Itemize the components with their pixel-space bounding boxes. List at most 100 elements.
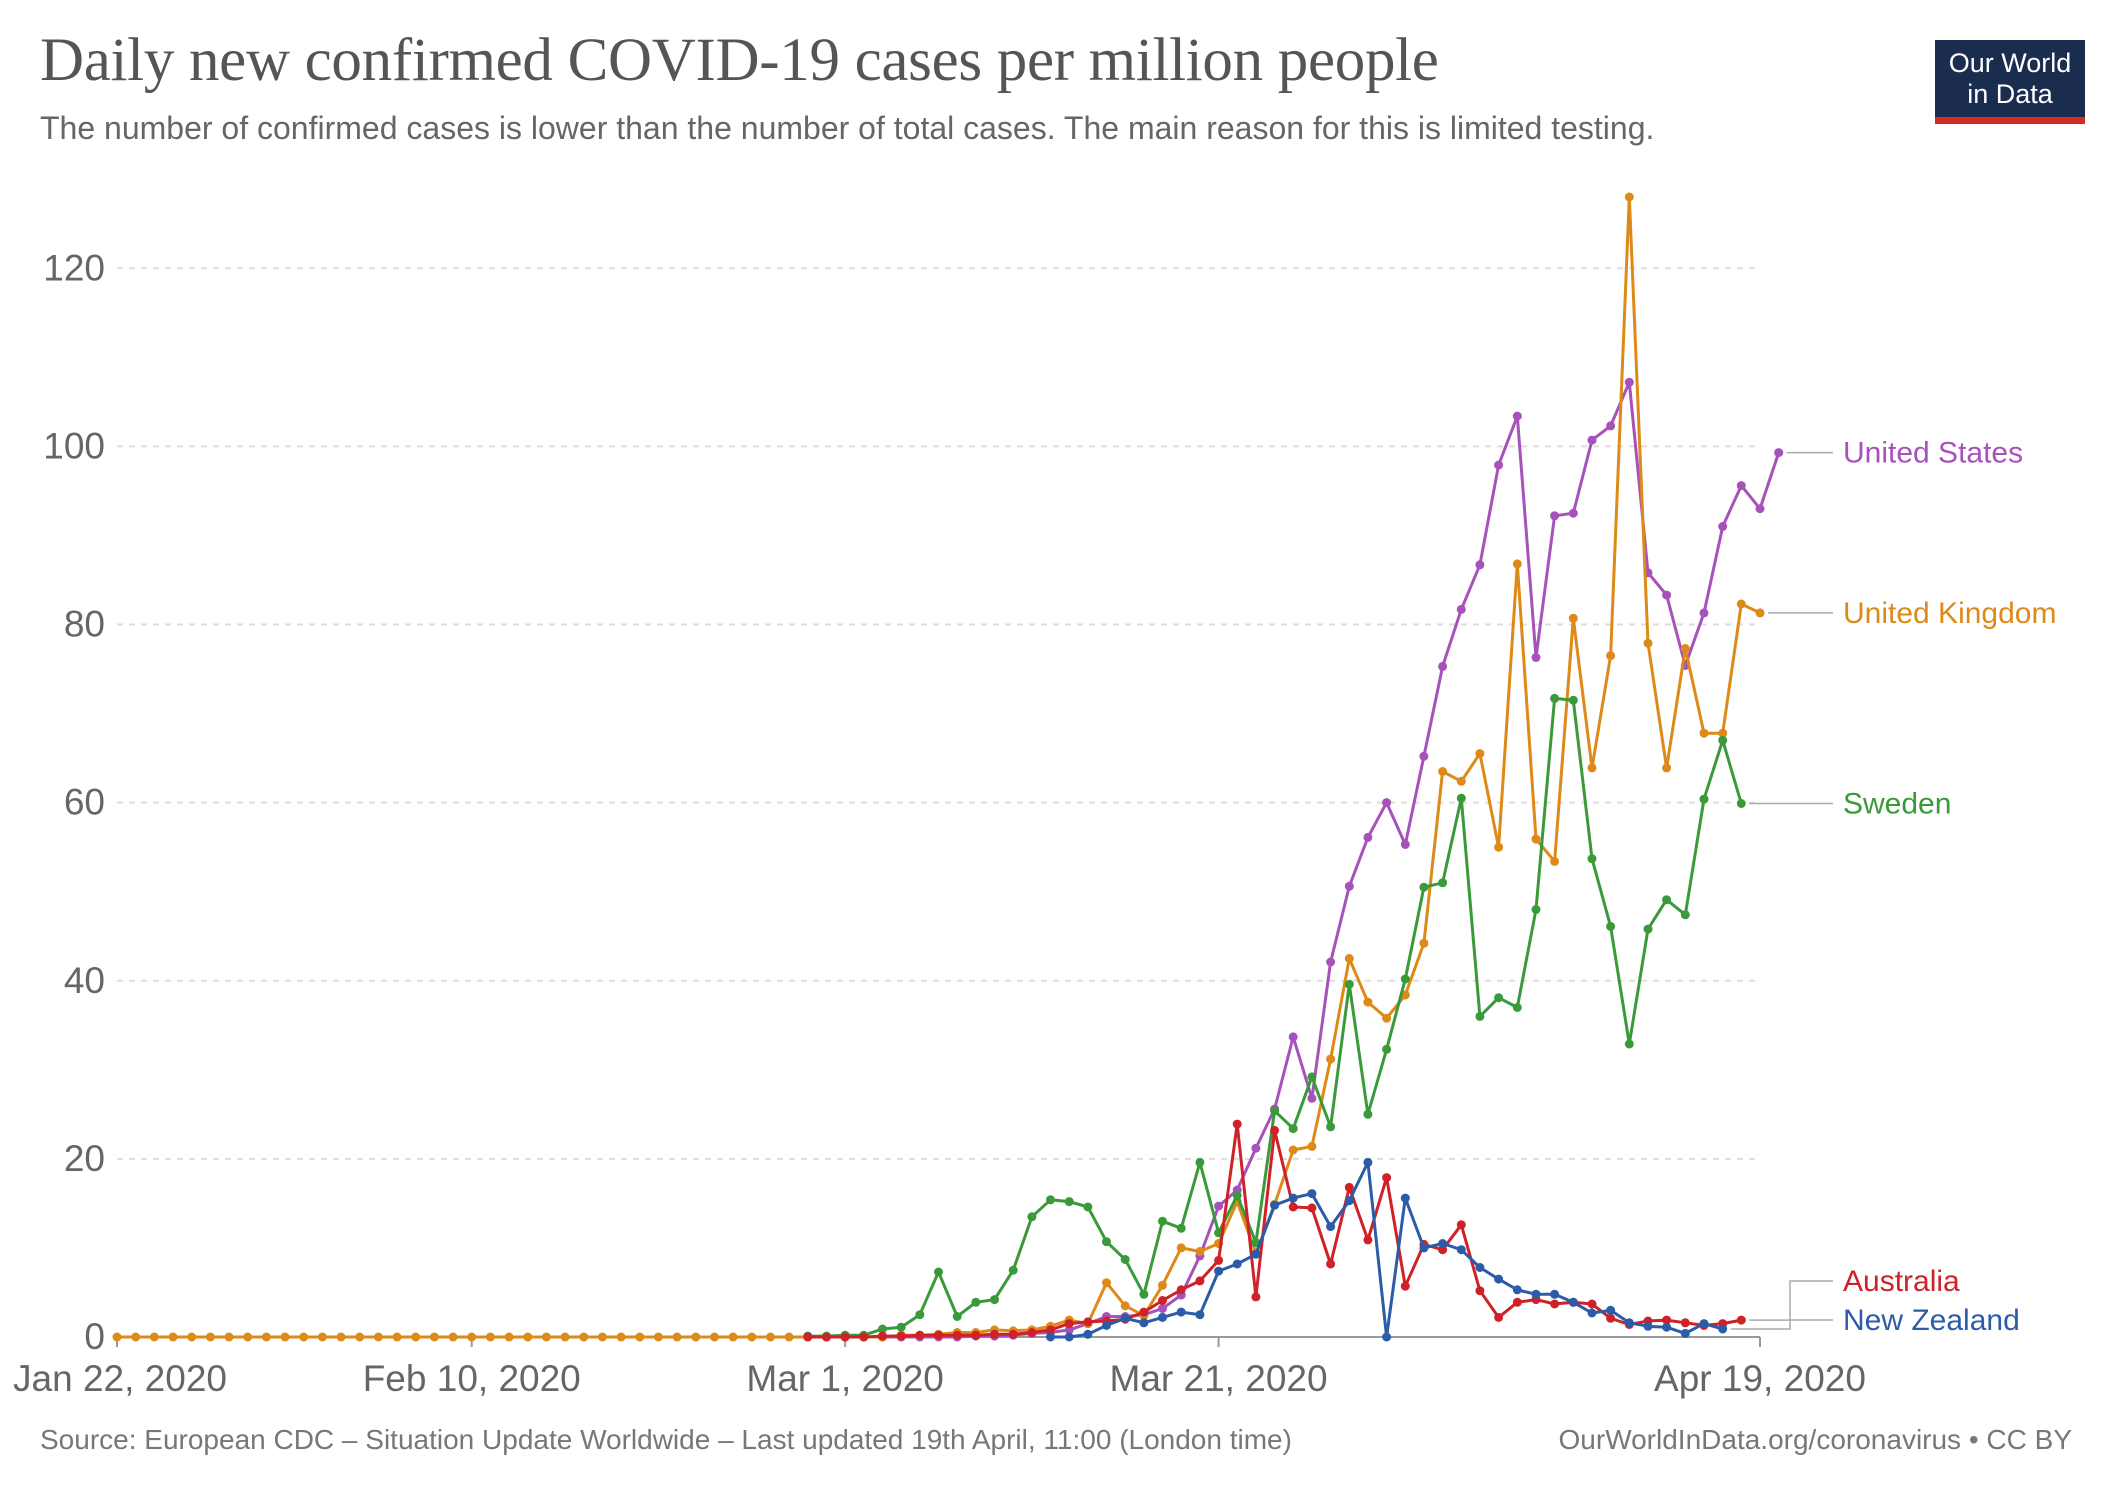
chart-title: Daily new confirmed COVID-19 cases per m… <box>40 27 1439 94</box>
data-point-sweden <box>1064 1197 1074 1207</box>
data-point-sweden <box>1606 921 1616 931</box>
data-point-australia <box>1251 1292 1261 1302</box>
data-point-sweden <box>1083 1202 1093 1212</box>
data-point-new-zealand <box>1288 1193 1298 1203</box>
data-point-united-states <box>1718 522 1728 531</box>
data-point-australia <box>1232 1119 1242 1129</box>
our-world-in-data-logo[interactable]: Our World in Data <box>1935 40 2085 124</box>
data-point-united-kingdom <box>205 1332 215 1342</box>
data-point-united-states <box>1307 1093 1317 1103</box>
data-point-united-states <box>1494 460 1504 470</box>
data-point-sweden <box>1232 1190 1242 1200</box>
data-point-australia <box>1139 1307 1149 1317</box>
data-point-united-kingdom <box>429 1332 439 1342</box>
data-point-australia <box>934 1330 943 1340</box>
data-point-united-kingdom <box>448 1332 458 1342</box>
data-point-united-states <box>1568 508 1578 518</box>
data-point-united-kingdom <box>1587 763 1597 773</box>
data-point-australia <box>971 1330 981 1340</box>
data-point-united-kingdom <box>1475 749 1485 759</box>
data-point-united-kingdom <box>1680 644 1690 653</box>
data-point-australia <box>1475 1286 1485 1296</box>
data-point-sweden <box>878 1324 887 1334</box>
data-point-united-states <box>1624 377 1634 387</box>
data-point-australia <box>822 1332 831 1342</box>
data-point-new-zealand <box>1195 1310 1205 1320</box>
legend-label-australia[interactable]: Australia <box>1843 1265 1960 1298</box>
data-point-australia <box>1288 1202 1298 1212</box>
data-point-new-zealand <box>1475 1263 1485 1272</box>
data-point-united-kingdom <box>1176 1243 1186 1253</box>
data-point-united-kingdom <box>1382 1013 1392 1023</box>
data-point-sweden <box>1176 1223 1186 1233</box>
data-point-united-kingdom <box>131 1332 141 1342</box>
data-point-australia <box>1382 1173 1392 1183</box>
data-point-australia <box>1046 1325 1055 1335</box>
x-tick-label: Mar 1, 2020 <box>746 1358 943 1399</box>
data-point-australia <box>1195 1276 1205 1286</box>
data-point-united-states <box>1158 1304 1167 1313</box>
data-point-new-zealand <box>1232 1259 1242 1269</box>
data-point-sweden <box>1643 924 1653 934</box>
data-point-united-kingdom <box>224 1332 234 1342</box>
data-point-united-states <box>1531 653 1541 662</box>
data-point-united-states <box>1456 604 1466 614</box>
logo-line-1: Our World <box>1948 48 2072 78</box>
data-point-united-kingdom <box>653 1332 663 1342</box>
license-link[interactable]: OurWorldInData.org/coronavirus • CC BY <box>1558 1424 2072 1455</box>
data-point-united-kingdom <box>373 1332 383 1342</box>
data-point-australia <box>1158 1296 1167 1305</box>
data-point-united-kingdom <box>1363 997 1373 1007</box>
data-point-united-kingdom <box>616 1332 626 1342</box>
data-point-sweden <box>896 1322 906 1332</box>
data-point-sweden <box>1270 1106 1280 1116</box>
data-point-united-kingdom <box>299 1332 309 1342</box>
legend-label-united-kingdom[interactable]: United Kingdom <box>1843 597 2056 630</box>
data-point-new-zealand <box>1587 1308 1597 1318</box>
legend-label-sweden[interactable]: Sweden <box>1843 788 1951 821</box>
data-point-australia <box>859 1332 869 1342</box>
data-point-new-zealand <box>1400 1193 1410 1203</box>
data-point-united-kingdom <box>1718 728 1728 738</box>
data-point-united-states <box>1550 511 1560 521</box>
legend-label-united-states[interactable]: United States <box>1843 437 2023 470</box>
logo-line-2: in Data <box>1967 79 2053 109</box>
data-point-united-kingdom <box>710 1332 719 1342</box>
data-point-australia <box>840 1332 850 1342</box>
legend-connector <box>1749 1280 1833 1321</box>
y-tick-label: 100 <box>43 425 105 466</box>
data-point-united-states <box>1475 560 1485 570</box>
data-point-united-kingdom <box>261 1332 271 1342</box>
y-tick-label: 0 <box>84 1316 105 1357</box>
data-point-new-zealand <box>1158 1312 1167 1322</box>
data-point-australia <box>1027 1328 1037 1337</box>
data-point-united-kingdom <box>523 1332 533 1342</box>
x-tick-label: Feb 10, 2020 <box>363 1358 581 1399</box>
data-point-australia <box>1064 1319 1074 1329</box>
data-point-sweden <box>934 1267 943 1277</box>
data-point-sweden <box>1624 1039 1634 1049</box>
data-point-sweden <box>1382 1044 1392 1054</box>
data-point-australia <box>896 1331 906 1341</box>
data-point-united-kingdom <box>784 1332 794 1342</box>
y-tick-label: 60 <box>64 782 105 823</box>
data-point-new-zealand <box>1176 1307 1186 1317</box>
data-point-new-zealand <box>1699 1319 1709 1329</box>
legend-label-new-zealand[interactable]: New Zealand <box>1843 1304 2020 1337</box>
data-point-new-zealand <box>1531 1289 1541 1299</box>
data-point-united-kingdom <box>1531 834 1541 844</box>
data-point-united-kingdom <box>1307 1141 1317 1151</box>
data-point-australia <box>803 1332 813 1342</box>
data-point-united-kingdom <box>280 1332 290 1342</box>
data-point-new-zealand <box>1214 1266 1224 1276</box>
data-point-sweden <box>1568 695 1578 705</box>
data-point-sweden <box>915 1310 925 1320</box>
data-point-united-kingdom <box>392 1332 402 1342</box>
data-point-united-kingdom <box>187 1332 197 1342</box>
data-point-united-kingdom <box>504 1332 514 1342</box>
data-point-united-kingdom <box>635 1332 645 1342</box>
y-tick-label: 80 <box>64 604 105 645</box>
data-point-sweden <box>1139 1289 1149 1299</box>
source-note: Source: European CDC – Situation Update … <box>40 1424 1292 1455</box>
data-point-sweden <box>1120 1255 1130 1264</box>
